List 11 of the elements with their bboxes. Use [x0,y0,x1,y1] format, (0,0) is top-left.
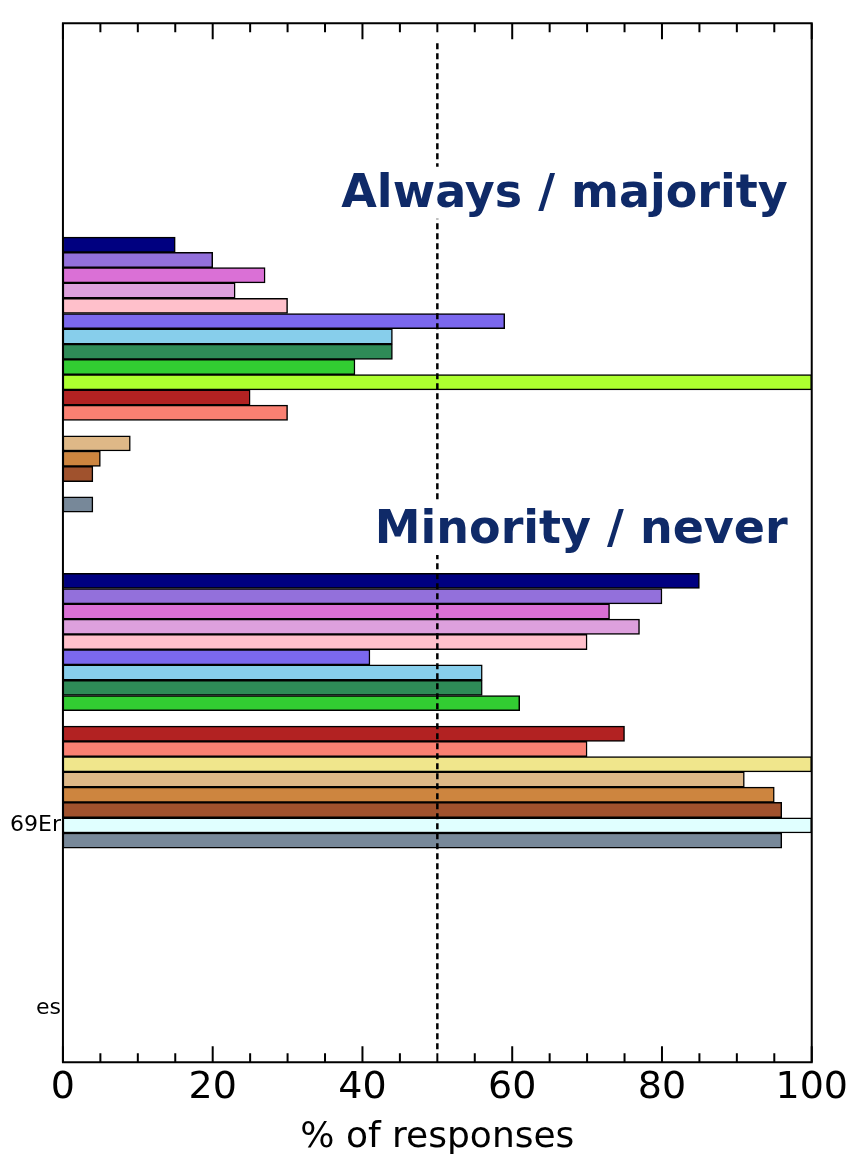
annotation: Minority / never [374,499,789,554]
annotation: Always / majority [341,163,788,218]
x-tick-label: 40 [338,1062,387,1107]
x-tick-label: 100 [775,1062,848,1107]
x-tick-label: 60 [488,1062,537,1107]
x-tick-label: 0 [50,1062,76,1107]
x-tick-label: 80 [637,1062,687,1107]
y-tick-label: 69Er [9,811,62,837]
x-axis-title: % of responses [300,1113,575,1155]
x-tick-label: 20 [188,1062,237,1107]
y-tick-label: es [35,994,61,1020]
